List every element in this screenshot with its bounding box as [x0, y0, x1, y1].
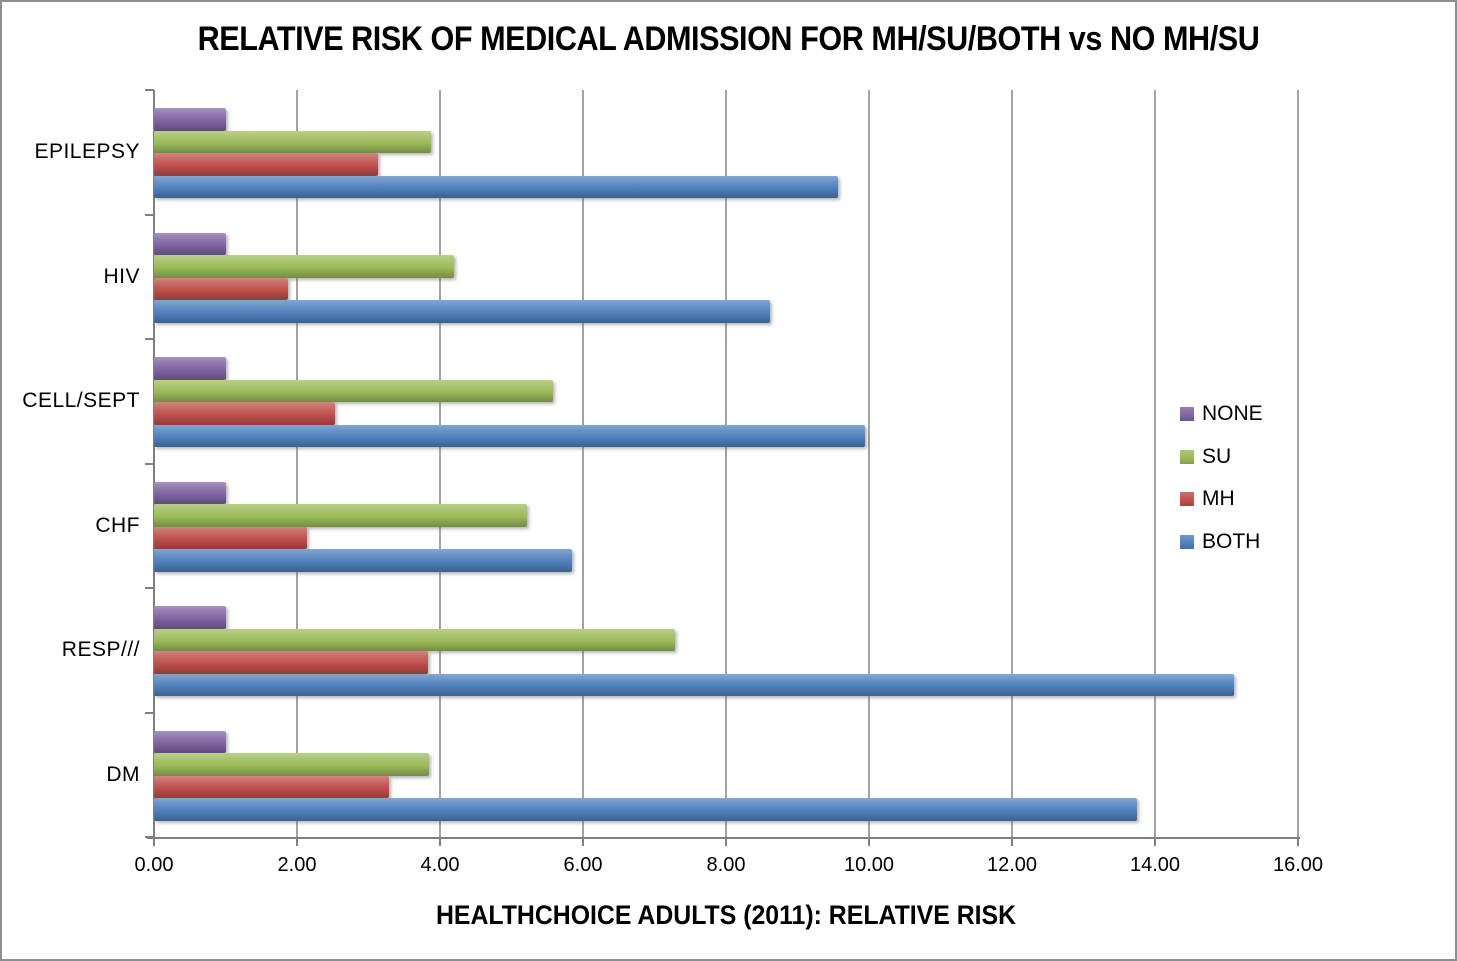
- x-tick-mark: [1297, 837, 1299, 846]
- gridline: [1154, 90, 1156, 837]
- x-tick-mark: [868, 837, 870, 846]
- category-label: CHF: [95, 513, 140, 537]
- legend-item-none: NONE: [1180, 401, 1263, 427]
- bar-both-cell-sept: [154, 424, 866, 447]
- category-label: EPILEPSY: [34, 140, 140, 164]
- legend-label: SU: [1202, 444, 1232, 468]
- category-label: HIV: [103, 264, 140, 288]
- category-label: CELL/SEPT: [22, 389, 140, 413]
- legend-swatch-mh: [1180, 492, 1194, 506]
- x-tick-mark: [1011, 837, 1013, 846]
- y-axis-line: [153, 90, 155, 837]
- x-tick-label: 8.00: [706, 854, 746, 876]
- bar-mh-hiv: [154, 277, 288, 300]
- x-tick-mark: [153, 837, 155, 846]
- bar-both-epilepsy: [154, 175, 839, 198]
- chart-title: RELATIVE RISK OF MEDICAL ADMISSION FOR M…: [197, 20, 1260, 58]
- category-label: DM: [106, 762, 140, 786]
- x-tick-label: 12.00: [986, 854, 1038, 876]
- gridline: [1297, 90, 1299, 837]
- y-tick-mark: [145, 462, 154, 465]
- bar-mh-dm: [154, 775, 389, 798]
- legend-item-both: BOTH: [1180, 529, 1260, 555]
- legend-item-mh: MH: [1180, 486, 1235, 512]
- bar-mh-cell-sept: [154, 402, 335, 425]
- x-tick-mark: [582, 837, 584, 846]
- y-tick-mark: [145, 89, 154, 91]
- bar-none-chf: [154, 481, 226, 504]
- x-axis-line: [147, 837, 1300, 839]
- bar-mh-epilepsy: [154, 153, 378, 176]
- y-tick-mark: [145, 836, 154, 838]
- x-tick-mark: [725, 837, 727, 846]
- bar-none-dm: [154, 730, 226, 753]
- bar-su-dm: [154, 753, 430, 776]
- x-axis-title: HEALTHCHOICE ADULTS (2011): RELATIVE RIS…: [435, 900, 1017, 930]
- x-tick-label: 2.00: [277, 854, 317, 876]
- x-tick-mark: [296, 837, 298, 846]
- gridline: [439, 90, 441, 837]
- x-tick-label: 16.00: [1272, 854, 1324, 876]
- bar-mh-chf: [154, 526, 307, 549]
- y-tick-mark: [145, 213, 154, 216]
- legend-swatch-both: [1180, 534, 1194, 549]
- x-tick-label: 10.00: [843, 854, 895, 876]
- legend-label: NONE: [1202, 402, 1263, 425]
- y-tick-mark: [145, 338, 154, 340]
- gridline: [868, 90, 870, 837]
- x-tick-label: 4.00: [420, 854, 460, 876]
- category-label: RESP///: [61, 638, 140, 662]
- legend-label: MH: [1202, 487, 1235, 510]
- x-tick-label: 14.00: [1129, 854, 1181, 876]
- x-tick-mark: [1154, 837, 1156, 846]
- y-tick-mark: [145, 587, 154, 589]
- plot-area: [153, 90, 1299, 837]
- gridline: [582, 90, 584, 837]
- legend-swatch-none: [1180, 407, 1194, 421]
- bar-none-epilepsy: [154, 108, 226, 131]
- gridline: [725, 90, 727, 837]
- bar-su-hiv: [154, 255, 455, 278]
- x-tick-mark: [439, 837, 441, 846]
- bar-both-hiv: [154, 300, 771, 323]
- bar-none-cell-sept: [154, 357, 226, 380]
- legend-label: BOTH: [1202, 529, 1261, 553]
- bar-su-cell-sept: [154, 379, 553, 402]
- bar-both-chf: [154, 549, 572, 572]
- bar-su-epilepsy: [154, 130, 431, 153]
- gridline: [1011, 90, 1013, 837]
- bar-both-dm: [154, 798, 1138, 821]
- bar-su-chf: [154, 504, 527, 527]
- gridline: [296, 90, 298, 837]
- legend-swatch-su: [1180, 449, 1194, 464]
- bar-none-resp-: [154, 606, 226, 629]
- bar-su-resp-: [154, 628, 675, 651]
- legend-item-su: SU: [1180, 444, 1231, 470]
- x-tick-label: 6.00: [563, 854, 603, 876]
- y-tick-mark: [145, 711, 154, 714]
- bar-mh-resp-: [154, 651, 428, 674]
- bar-both-resp-: [154, 673, 1235, 696]
- bar-none-hiv: [154, 232, 226, 255]
- x-tick-label: 0.00: [134, 854, 174, 876]
